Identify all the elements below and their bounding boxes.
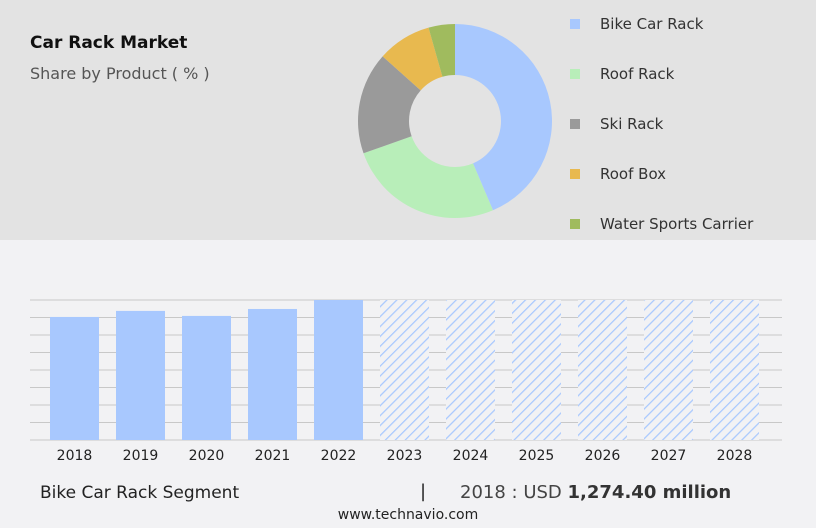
x-tick-label: 2027: [651, 448, 687, 464]
legend-label: Water Sports Carrier: [600, 215, 754, 233]
website-link[interactable]: www.technavio.com: [337, 507, 479, 523]
segment-label: Bike Car Rack Segment: [40, 483, 240, 503]
legend-item: Water Sports Carrier: [570, 215, 753, 233]
bar-2028: [710, 300, 759, 440]
x-tick-label: 2022: [321, 448, 357, 464]
legend-label: Roof Box: [600, 165, 667, 183]
bar-2023: [380, 300, 429, 440]
x-tick-label: 2021: [255, 448, 291, 464]
x-tick-label: 2020: [189, 448, 225, 464]
legend-item: Ski Rack: [570, 115, 663, 133]
bar-2026: [578, 300, 627, 440]
legend-item: Bike Car Rack: [570, 15, 703, 33]
legend-swatch: [570, 19, 580, 29]
bar-2024: [446, 300, 495, 440]
x-tick-label: 2023: [387, 448, 423, 464]
legend-swatch: [570, 219, 580, 229]
donut-slice-bike-car-rack: [455, 24, 552, 211]
bar-chart: 2018 2019 2020 2021 2022 2023 2024 2025 2026 2027…: [30, 299, 782, 464]
bar-2027: [644, 300, 693, 440]
bar-2018: [50, 316, 99, 440]
legend-label: Bike Car Rack: [600, 15, 704, 33]
legend-item: Roof Rack: [570, 65, 674, 83]
bar-2019: [116, 310, 165, 440]
donut-slice-water-sports-carrier: [428, 24, 455, 77]
x-tick-label: 2026: [585, 448, 621, 464]
bar-2022: [314, 300, 363, 440]
legend-item: Roof Box: [570, 165, 666, 183]
legend-swatch: [570, 69, 580, 79]
donut-slice-roof-rack: [363, 136, 493, 218]
legend-label: Roof Rack: [600, 65, 675, 83]
x-tick-label: 2025: [519, 448, 555, 464]
segment-value: 2018 : USD 1,274.40 million: [460, 482, 731, 503]
chart-title: Car Rack Market: [30, 33, 188, 53]
x-tick-label: 2018: [57, 448, 93, 464]
bar-2020: [182, 315, 231, 440]
donut-slice-ski-rack: [358, 56, 421, 154]
x-tick-label: 2019: [123, 448, 159, 464]
value-amount: 1,274.40 million: [567, 482, 732, 503]
year-label: 2018 : USD: [460, 482, 562, 503]
bar-2025: [512, 300, 561, 440]
donut-chart: [358, 24, 552, 218]
x-tick-label: 2024: [453, 448, 489, 464]
x-tick-label: 2028: [717, 448, 753, 464]
chart-subtitle: Share by Product ( % ): [30, 64, 210, 83]
separator: |: [420, 481, 427, 502]
donut-slice-roof-box: [382, 27, 443, 91]
bar-2021: [248, 308, 297, 440]
legend-swatch: [570, 169, 580, 179]
legend-swatch: [570, 119, 580, 129]
legend-label: Ski Rack: [600, 115, 664, 133]
